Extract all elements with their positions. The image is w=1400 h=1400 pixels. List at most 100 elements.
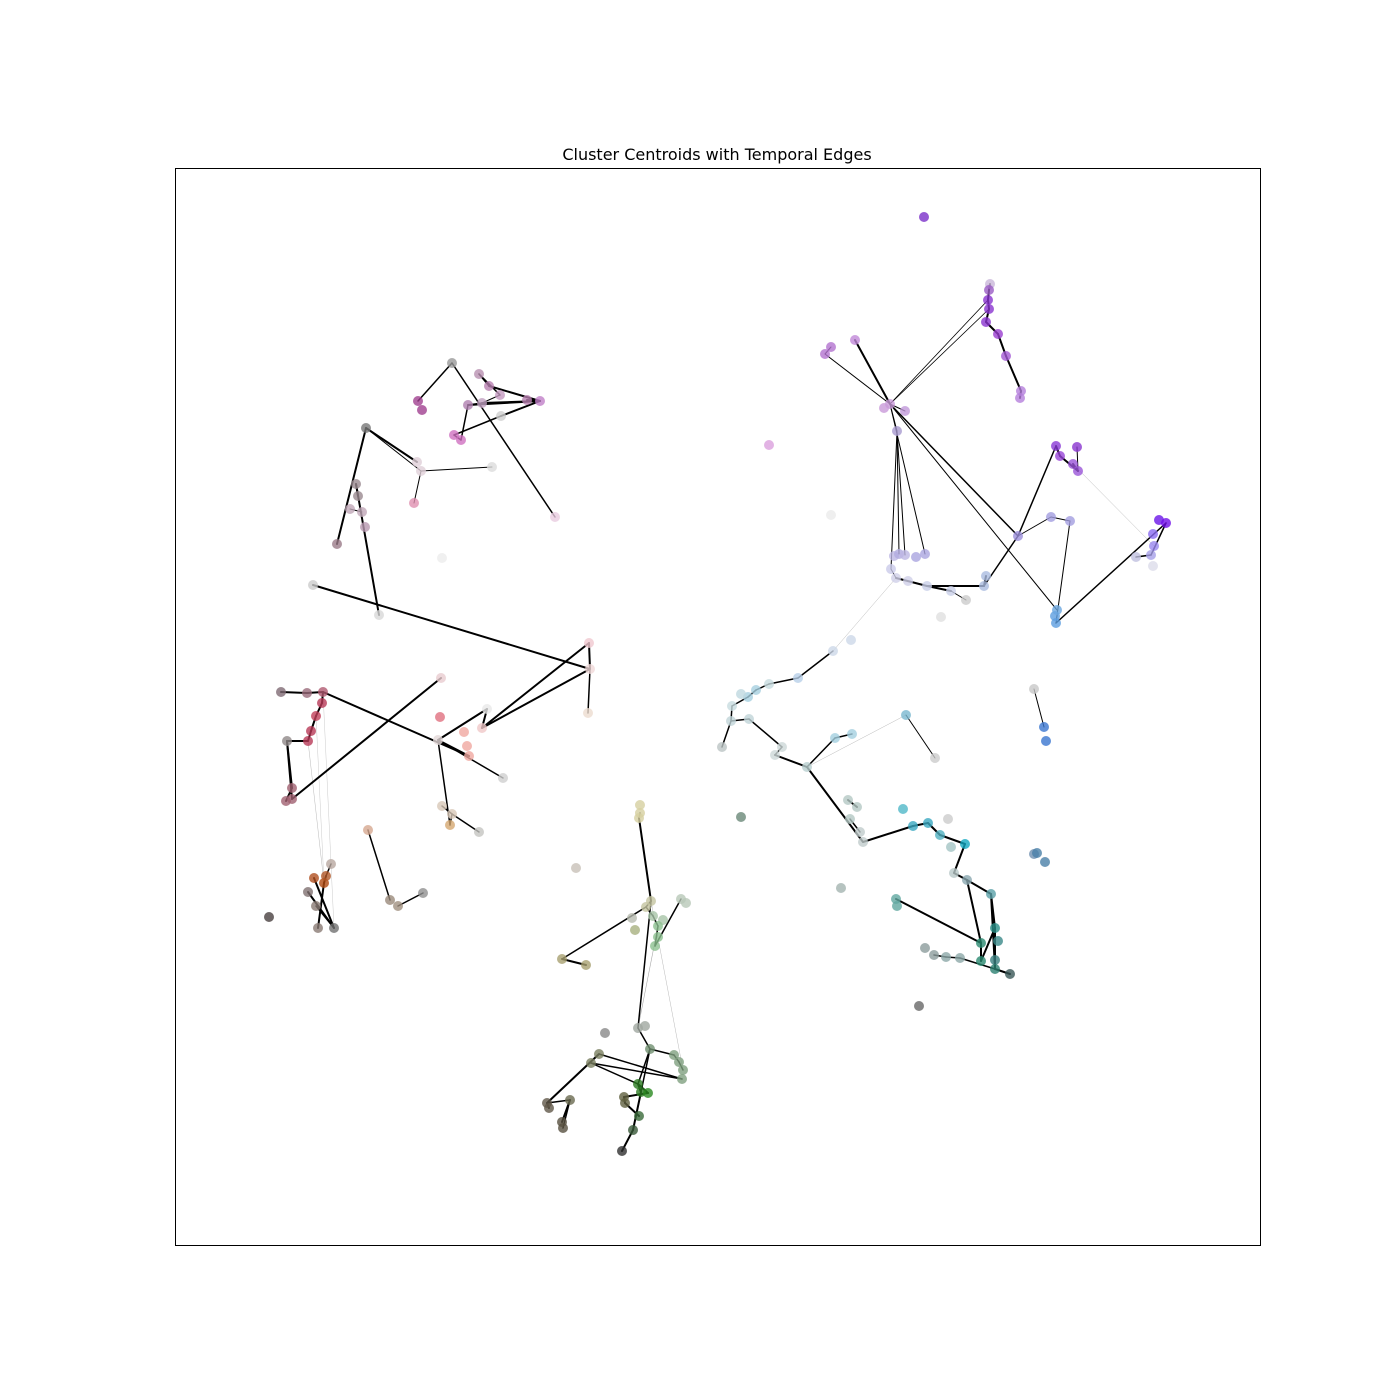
centroid-point (669, 1050, 679, 1060)
centroid-point (962, 875, 972, 885)
centroid-point (990, 923, 1000, 933)
centroid-point (990, 964, 1000, 974)
centroid-point (435, 712, 445, 722)
temporal-edge (889, 403, 1058, 611)
centroid-point (653, 932, 663, 942)
centroid-point (436, 673, 446, 683)
centroid-point (836, 883, 846, 893)
centroid-point (922, 581, 932, 591)
temporal-edge (315, 715, 325, 884)
centroid-point (674, 1057, 684, 1067)
temporal-edge (420, 466, 493, 472)
centroid-point (744, 714, 754, 724)
temporal-edge (1017, 445, 1057, 537)
temporal-edge (637, 1048, 651, 1085)
centroid-point (826, 342, 836, 352)
centroid-point (311, 901, 321, 911)
temporal-edge (862, 825, 914, 843)
centroid-point (351, 479, 361, 489)
centroid-point (620, 1098, 630, 1108)
centroid-point (930, 753, 940, 763)
centroid-point (855, 827, 865, 837)
centroid-point (879, 403, 889, 413)
centroid-point (726, 716, 736, 726)
centroid-point (1148, 529, 1158, 539)
centroid-point (955, 953, 965, 963)
centroid-point (976, 956, 986, 966)
centroid-point (627, 913, 637, 923)
temporal-edge (748, 718, 783, 748)
centroid-point (727, 701, 737, 711)
centroid-point (1046, 512, 1056, 522)
temporal-edge (896, 430, 900, 555)
centroid-point (447, 358, 457, 368)
temporal-edge (365, 427, 422, 472)
centroid-point (643, 1088, 653, 1098)
temporal-edge (598, 1053, 683, 1080)
centroid-point (1131, 552, 1141, 562)
centroid-point (1149, 541, 1159, 551)
centroid-point (981, 317, 991, 327)
centroid-point (600, 1028, 610, 1038)
temporal-edge (824, 353, 891, 405)
centroid-point (308, 580, 318, 590)
centroid-point (413, 396, 423, 406)
centroid-point (846, 635, 856, 645)
centroid-point (936, 612, 946, 622)
centroid-point (984, 285, 994, 295)
centroid-point (653, 921, 663, 931)
centroid-point (858, 837, 868, 847)
centroid-point (459, 727, 469, 737)
centroid-point (1029, 684, 1039, 694)
centroid-point (482, 704, 492, 714)
centroid-point (1013, 531, 1023, 541)
centroid-point (990, 955, 1000, 965)
centroid-point (585, 664, 595, 674)
centroid-point (929, 950, 939, 960)
centroid-point (1146, 550, 1156, 560)
centroid-point (463, 400, 473, 410)
temporal-edge (806, 714, 907, 768)
centroid-point (900, 550, 910, 560)
temporal-edge (889, 308, 990, 405)
centroid-point (353, 491, 363, 501)
temporal-edge (500, 400, 541, 417)
temporal-edge (460, 404, 469, 441)
temporal-edge (980, 927, 996, 962)
centroid-point (586, 1058, 596, 1068)
centroid-point (802, 762, 812, 772)
centroid-point (920, 549, 930, 559)
centroid-point (287, 794, 297, 804)
temporal-edge (966, 879, 982, 944)
centroid-point (303, 736, 313, 746)
centroid-point (484, 381, 494, 391)
centroid-point (1068, 459, 1078, 469)
centroid-point (949, 868, 959, 878)
centroid-point (628, 1125, 638, 1135)
centroid-point (983, 295, 993, 305)
centroid-point (633, 1023, 643, 1033)
centroid-point (437, 553, 447, 563)
centroid-point (345, 504, 355, 514)
temporal-edge (413, 470, 422, 504)
temporal-edge (417, 362, 453, 402)
centroid-point (417, 405, 427, 415)
centroid-point (498, 773, 508, 783)
chart-title: Cluster Centroids with Temporal Edges (562, 145, 871, 164)
centroid-point (935, 830, 945, 840)
centroid-point (630, 925, 640, 935)
temporal-edge (322, 691, 470, 757)
centroid-point (1039, 722, 1049, 732)
centroid-point (736, 689, 746, 699)
centroid-point (313, 923, 323, 933)
centroid-point (903, 576, 913, 586)
centroid-point (919, 212, 929, 222)
temporal-edge (806, 766, 864, 843)
centroid-point (993, 329, 1003, 339)
centroid-point (1005, 969, 1015, 979)
temporal-edge (590, 1062, 683, 1080)
points-layer (264, 212, 1171, 1156)
temporal-edge (774, 754, 808, 768)
